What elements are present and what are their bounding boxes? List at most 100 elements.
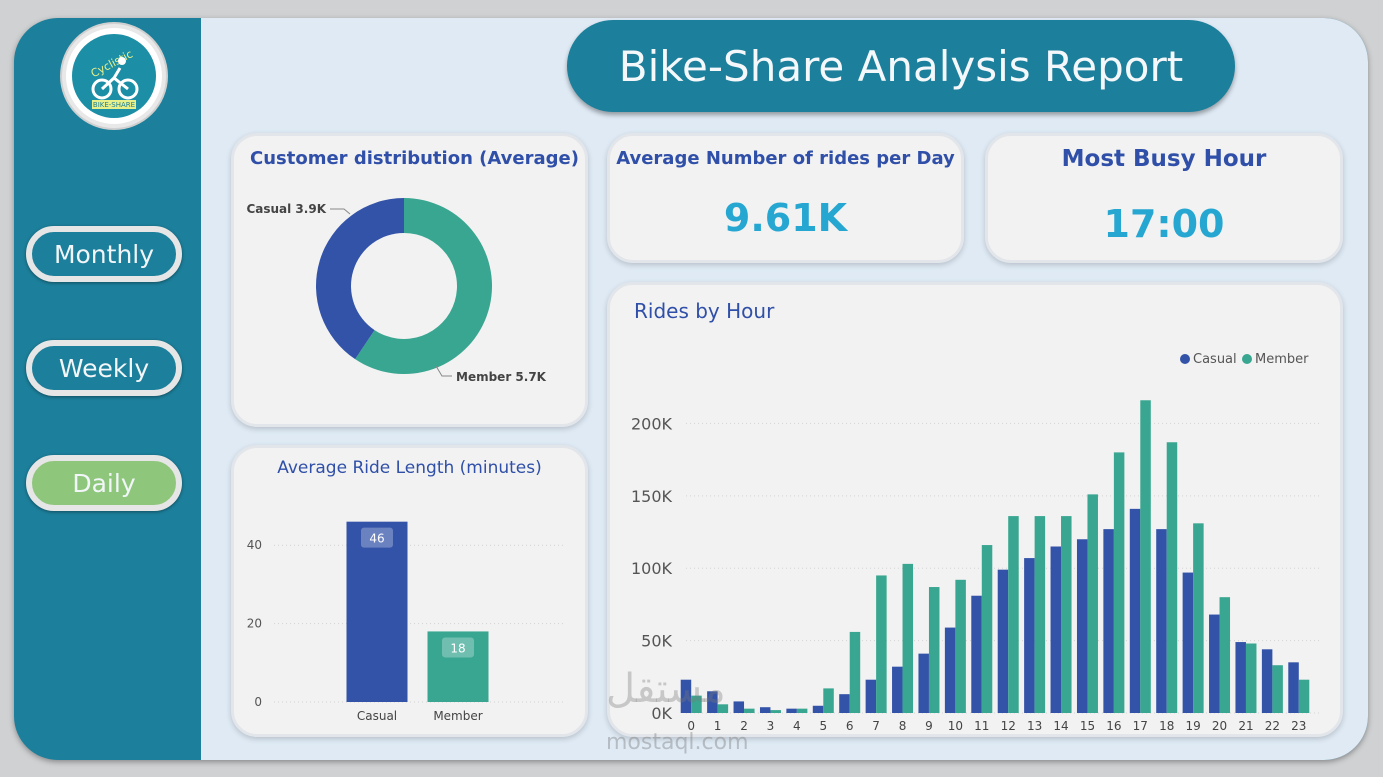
hour-y-tick: 0K [651,704,672,723]
hour-bar-member[interactable] [1166,442,1178,713]
length-y-tick: 20 [247,617,262,631]
hour-bar-casual[interactable] [707,691,718,713]
hour-bar-member[interactable] [1193,523,1204,713]
hour-bar-member[interactable] [1272,665,1283,713]
hour-y-tick: 50K [641,632,672,651]
hour-x-tick: 7 [872,719,880,733]
hour-bar-member[interactable] [849,631,861,713]
hour-y-tick: 100K [631,559,673,578]
length-data-label: 18 [450,641,465,655]
hour-x-tick: 5 [819,719,827,733]
hour-bar-member[interactable] [928,587,940,713]
hour-bar-casual[interactable] [1024,558,1035,713]
donut-slice-casual[interactable] [316,198,404,360]
cyclist-icon [91,67,139,100]
hour-x-tick: 8 [899,719,907,733]
hour-x-tick: 16 [1106,719,1121,733]
hour-bar-member[interactable] [981,545,993,713]
hour-bar-casual[interactable] [1182,572,1194,713]
hour-bar-member[interactable] [1087,494,1098,713]
hour-x-tick: 18 [1159,719,1174,733]
hour-bar-member[interactable] [823,688,834,713]
hour-x-tick: 0 [687,719,695,733]
legend-marker-casual [1180,354,1190,364]
hour-x-tick: 6 [846,719,854,733]
hour-bar-member[interactable] [717,704,729,713]
ride-length-card: Average Ride Length (minutes) 0 20 40 46 Cas… [231,445,588,737]
length-data-label: 46 [369,532,384,546]
hour-bar-member[interactable] [796,708,808,713]
weekly-button[interactable]: Weekly [26,340,182,396]
hour-bar-casual[interactable] [1261,649,1273,713]
hour-x-tick: 9 [925,719,933,733]
casual-data-label: Casual 3.9K [246,202,326,216]
hour-bar-casual[interactable] [1129,508,1141,713]
legend-marker-member [1242,354,1252,364]
busy-hour-card: Most Busy Hour 17:00 [985,133,1343,263]
logo-brand-text: Cyclistic [89,47,135,80]
length-bar-member[interactable] [427,631,489,702]
hour-bar-casual[interactable] [918,653,929,713]
hour-x-tick: 10 [948,719,963,733]
donut-slice-member[interactable] [355,198,492,374]
length-label-box [361,527,393,548]
monthly-button[interactable]: Monthly [26,226,182,282]
hour-bar-member[interactable] [902,563,914,713]
hour-x-tick: 1 [714,719,722,733]
hour-bar-casual[interactable] [733,701,745,713]
hour-bar-casual[interactable] [1288,662,1299,713]
hour-bar-casual[interactable] [971,595,982,713]
hour-bar-casual[interactable] [944,627,956,713]
hour-bar-member[interactable] [1298,679,1310,713]
hour-bar-casual[interactable] [1076,539,1088,713]
hour-bar-member[interactable] [876,575,887,713]
hour-bar-casual[interactable] [1103,529,1114,713]
daily-button[interactable]: Daily [26,455,182,511]
main-panel: Bike-Share Analysis Report Customer dist… [201,18,1368,760]
hour-bar-casual[interactable] [1235,642,1246,713]
hour-bar-casual[interactable] [997,569,1009,713]
hour-x-tick: 12 [1001,719,1016,733]
hour-bar-casual[interactable] [680,679,692,713]
hour-bar-member[interactable] [1034,516,1046,713]
length-x-tick: Casual [357,709,397,723]
hour-bar-member[interactable] [1061,516,1072,713]
hour-y-tick: 150K [631,487,673,506]
hour-bar-member[interactable] [1140,400,1151,713]
hour-bar-member[interactable] [691,695,702,713]
length-bar-casual[interactable] [346,521,408,702]
hour-bar-casual[interactable] [1156,529,1167,713]
hour-x-tick: 3 [767,719,775,733]
distribution-title: Customer distribution (Average) [250,148,579,169]
distribution-card: Customer distribution (Average) Casual 3… [231,133,588,427]
hour-bar-member[interactable] [1008,516,1019,713]
hour-bar-member[interactable] [1113,452,1125,713]
busy-hour-title: Most Busy Hour [1061,146,1267,172]
hour-bar-casual[interactable] [892,666,903,713]
hour-bar-member[interactable] [744,708,755,713]
dashboard-frame: Cyclistic BIKE-SHARE Monthly Weekly Dail… [14,18,1368,760]
hour-bar-casual[interactable] [786,708,797,713]
hour-bar-member[interactable] [1219,597,1231,713]
hour-x-tick: 19 [1185,719,1200,733]
hour-bar-member[interactable] [770,710,781,713]
hour-bar-casual[interactable] [839,694,850,713]
hour-x-tick: 13 [1027,719,1042,733]
legend-label-member[interactable]: Member [1255,352,1309,367]
hour-x-tick: 15 [1080,719,1095,733]
hour-x-tick: 17 [1133,719,1148,733]
length-y-tick: 40 [247,538,262,552]
hour-bar-casual[interactable] [1050,546,1062,714]
busy-hour-value: 17:00 [1103,202,1225,246]
rides-per-day-card: Average Number of rides per Day 9.61K [607,133,964,263]
hour-bar-casual[interactable] [812,705,824,713]
hour-bar-member[interactable] [955,579,966,713]
hour-bar-casual[interactable] [759,707,771,713]
hour-bar-casual[interactable] [1209,614,1220,713]
legend-label-casual[interactable]: Casual [1193,352,1237,367]
hour-x-tick: 22 [1265,719,1280,733]
hour-bar-member[interactable] [1245,643,1257,713]
hour-bar-casual[interactable] [865,679,877,713]
length-label-box [442,637,474,658]
